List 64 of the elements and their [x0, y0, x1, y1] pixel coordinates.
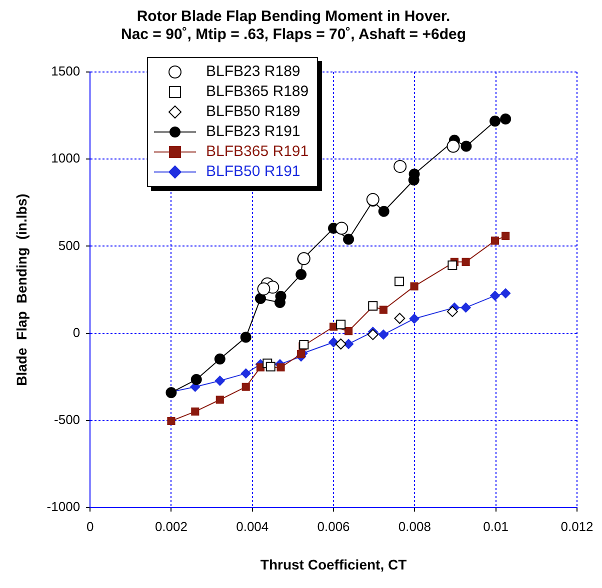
point — [214, 353, 226, 364]
point — [275, 290, 286, 302]
y-axis-title: Blade Flap Bending (in.lbs) — [13, 194, 30, 386]
point — [343, 234, 354, 245]
point — [502, 232, 510, 240]
point — [242, 382, 250, 391]
point — [367, 329, 378, 340]
legend-label: BLFB50 R189 — [206, 102, 300, 122]
point — [257, 282, 270, 296]
point — [254, 293, 266, 304]
point — [446, 306, 458, 318]
y-tick-label: 1000 — [51, 150, 80, 166]
x-tick-label: 0.008 — [398, 518, 431, 534]
point — [462, 258, 470, 266]
y-tick-label: 500 — [58, 238, 80, 253]
text: Nac = 90˚, Mtip = .63, Flaps = 70˚, Ashaft = +6deg — [121, 26, 466, 44]
point — [344, 327, 353, 336]
point — [490, 236, 500, 245]
point — [167, 416, 176, 426]
point — [448, 260, 458, 270]
point — [276, 363, 285, 372]
point — [335, 338, 346, 350]
text: Rotor Blade Flap Bending Moment in Hover. — [136, 8, 450, 26]
legend-label: BLFB23 R191 — [206, 122, 300, 142]
point — [366, 193, 380, 206]
point — [394, 312, 406, 324]
point — [214, 376, 225, 386]
point — [490, 116, 501, 127]
point — [299, 340, 309, 350]
point — [378, 330, 388, 340]
point — [329, 322, 338, 331]
point — [500, 114, 512, 125]
x-tick-label: 0.004 — [236, 518, 269, 534]
point — [460, 140, 472, 152]
legend-label: BLFB23 R189 — [206, 62, 300, 82]
point — [500, 288, 511, 298]
point — [266, 362, 276, 372]
y-tick-label: -1000 — [46, 499, 80, 514]
x-tick-label: 0.01 — [483, 518, 508, 534]
point — [296, 268, 307, 280]
point — [379, 306, 388, 314]
x-axis-title: Thrust Coefficient, CT — [260, 556, 408, 572]
y-tick-label: 0 — [72, 324, 80, 340]
point — [410, 282, 418, 290]
x-tick-label: 0 — [86, 518, 94, 534]
point — [297, 350, 306, 358]
point — [191, 408, 200, 416]
point — [446, 140, 460, 153]
point — [409, 314, 420, 324]
legend-label: BLFB365 R191 — [206, 142, 309, 162]
y-tick-label: 1500 — [51, 64, 80, 79]
legend-label: BLFB50 R191 — [206, 162, 300, 182]
point — [378, 206, 390, 217]
x-tick-label: 0.002 — [154, 518, 188, 534]
point — [490, 290, 500, 301]
point — [240, 332, 252, 343]
x-tick-label: 0.006 — [317, 518, 350, 534]
x-tick-label: 0.012 — [560, 518, 594, 534]
legend-label: BLFB365 R189 — [206, 82, 309, 102]
point — [460, 302, 471, 313]
point — [216, 396, 224, 404]
point — [240, 368, 251, 378]
y-tick-label: -500 — [54, 412, 80, 428]
point — [190, 374, 202, 386]
